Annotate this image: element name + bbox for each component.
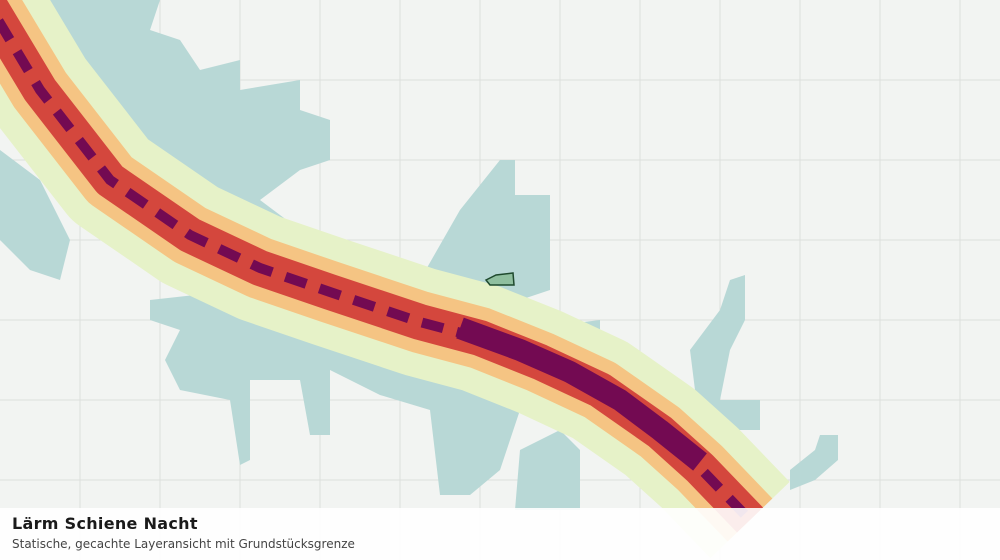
noise-bands <box>0 0 790 559</box>
caption-panel: Lärm Schiene Nacht Statische, gecachte L… <box>0 508 1000 560</box>
layer-subtitle: Statische, gecachte Layeransicht mit Gru… <box>12 537 355 551</box>
parcel-boundary <box>484 272 515 286</box>
layer-title: Lärm Schiene Nacht <box>12 514 198 533</box>
